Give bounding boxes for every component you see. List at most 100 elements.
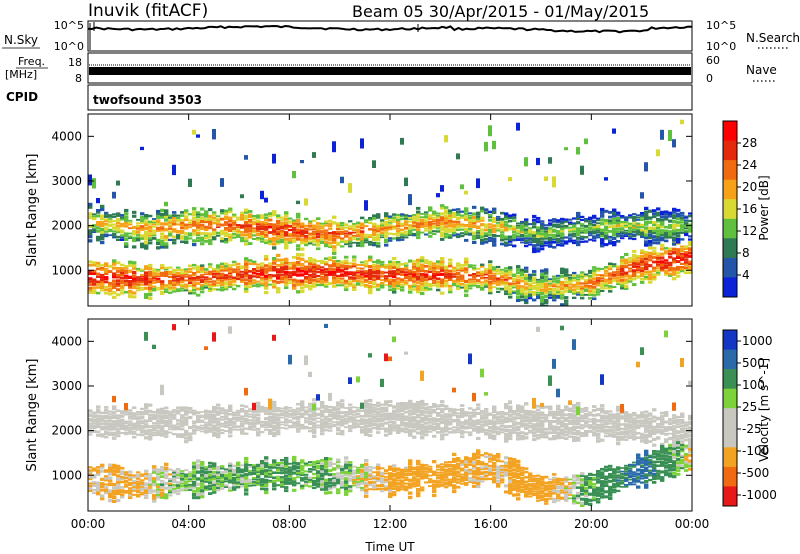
heatmap-cell xyxy=(308,237,313,240)
heatmap-cell xyxy=(524,237,529,240)
heatmap-cell xyxy=(572,225,577,228)
heatmap-cell xyxy=(504,278,509,281)
heatmap-cell xyxy=(216,489,221,492)
heatmap-cell xyxy=(432,264,437,267)
heatmap-cell xyxy=(128,219,133,222)
heatmap-cell xyxy=(120,267,125,270)
heatmap-cell xyxy=(316,461,321,465)
heatmap-cell xyxy=(308,224,313,227)
heatmap-cell xyxy=(272,419,277,423)
heatmap-cell xyxy=(272,229,277,233)
heatmap-cell xyxy=(160,274,165,277)
heatmap-cell xyxy=(372,263,377,266)
heatmap-cell xyxy=(200,288,205,291)
heatmap-cell xyxy=(132,493,137,496)
heatmap-cell xyxy=(640,263,645,266)
heatmap-cell xyxy=(392,218,397,221)
heatmap-cell xyxy=(228,428,233,432)
heatmap-cell xyxy=(288,419,293,422)
heatmap-cell xyxy=(356,486,361,489)
heatmap-cell xyxy=(200,473,205,477)
heatmap-cell xyxy=(152,236,157,239)
heatmap-cell xyxy=(524,244,529,248)
heatmap-cell xyxy=(412,217,417,220)
heatmap-cell xyxy=(328,267,333,271)
heatmap-cell xyxy=(320,467,325,471)
heatmap-cell xyxy=(372,482,377,485)
heatmap-cell xyxy=(108,289,113,293)
heatmap-cell xyxy=(200,223,205,227)
heatmap-cell xyxy=(192,432,197,435)
heatmap-cell xyxy=(228,286,233,288)
heatmap-cell xyxy=(124,242,129,246)
heatmap-cell xyxy=(248,428,253,431)
heatmap-cell xyxy=(316,274,321,278)
heatmap-cell xyxy=(124,218,129,222)
heatmap-cell xyxy=(448,258,453,262)
heatmap-cell xyxy=(120,284,125,287)
heatmap-cell xyxy=(384,476,389,478)
heatmap-cell xyxy=(488,215,493,219)
beam-date-title: Beam 05 30/Apr/2015 - 01/May/2015 xyxy=(352,2,649,21)
heatmap-cell xyxy=(188,483,193,486)
heatmap-cell xyxy=(180,229,185,233)
heatmap-cell xyxy=(244,268,249,272)
heatmap-cell xyxy=(88,283,93,286)
heatmap-cell xyxy=(204,286,209,289)
heatmap-cell xyxy=(268,428,273,433)
heatmap-cell xyxy=(232,426,237,429)
heatmap-cell xyxy=(88,415,93,418)
heatmap-cell xyxy=(264,478,269,482)
heatmap-cell xyxy=(200,495,205,499)
heatmap-cell xyxy=(356,472,361,474)
heatmap-cell xyxy=(528,290,533,294)
heatmap-cell xyxy=(152,268,157,271)
heatmap-cell xyxy=(676,217,681,221)
heatmap-cell xyxy=(464,286,469,290)
heatmap-cell xyxy=(572,235,577,238)
heatmap-cell xyxy=(120,281,125,284)
heatmap-cell xyxy=(108,422,113,425)
heatmap-cell xyxy=(368,243,373,246)
heatmap-cell xyxy=(612,227,617,231)
heatmap-cell xyxy=(588,293,593,297)
heatmap-cell xyxy=(164,286,169,289)
heatmap-cell xyxy=(216,272,221,275)
y-tick-label: 3000 xyxy=(51,174,82,188)
heatmap-cell xyxy=(408,284,413,288)
heatmap-cell xyxy=(368,469,373,472)
heatmap-cell xyxy=(124,431,129,434)
heatmap-cell xyxy=(240,408,245,411)
heatmap-cell xyxy=(348,489,353,493)
heatmap-cell xyxy=(172,211,177,214)
heatmap-cell xyxy=(184,478,189,481)
heatmap-cell xyxy=(604,284,609,287)
heatmap-cell xyxy=(296,273,301,277)
heatmap-cell xyxy=(176,223,181,226)
heatmap-cell xyxy=(148,239,153,242)
heatmap-cell xyxy=(256,223,261,226)
heatmap-cell xyxy=(344,273,349,277)
heatmap-cell xyxy=(328,256,333,260)
heatmap-cell xyxy=(124,422,129,425)
heatmap-cell xyxy=(232,416,237,419)
heatmap-cell xyxy=(528,238,533,241)
heatmap-cell xyxy=(124,212,129,216)
heatmap-cell xyxy=(108,264,113,268)
heatmap-cell xyxy=(208,429,213,431)
heatmap-cell xyxy=(324,220,329,223)
heatmap-cell xyxy=(204,234,209,237)
heatmap-cell xyxy=(680,228,685,232)
heatmap-cell xyxy=(632,230,637,233)
heatmap-cell xyxy=(660,231,665,235)
heatmap-cell xyxy=(288,263,293,266)
heatmap-cell xyxy=(196,493,201,497)
heatmap-cell xyxy=(132,232,137,236)
heatmap-cell xyxy=(92,269,97,273)
heatmap-cell xyxy=(504,276,509,279)
heatmap-cell xyxy=(464,238,469,242)
heatmap-cell xyxy=(644,206,649,211)
heatmap-cell xyxy=(244,473,249,477)
heatmap-cell xyxy=(576,243,581,247)
heatmap-cell xyxy=(292,219,297,222)
